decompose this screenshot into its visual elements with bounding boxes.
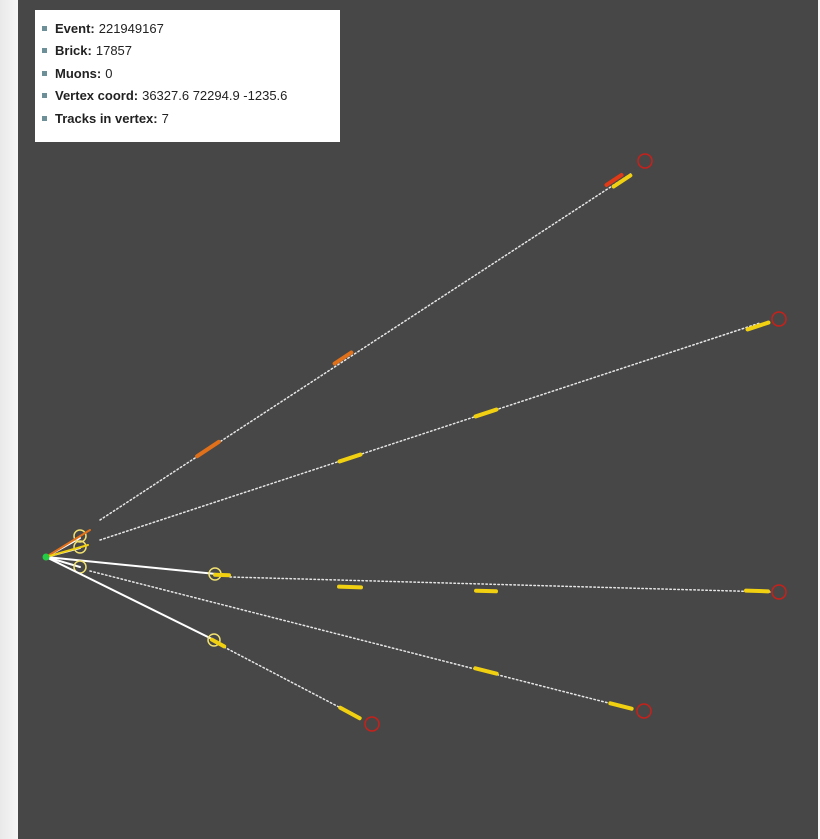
track-4-end-circle (636, 703, 652, 719)
track-5-solid (45, 556, 215, 641)
track-5-dotted (223, 646, 361, 719)
muons-value: 0 (105, 65, 113, 81)
track-4-segment (473, 666, 499, 676)
vertex-coord-value: 36327.6 72294.9 -1235.6 (142, 88, 288, 104)
event-value: 221949167 (98, 20, 164, 36)
tracks-label: Tracks in vertex: (55, 110, 158, 126)
track-3-end-circle (771, 584, 787, 600)
muons-label: Muons: (55, 65, 102, 81)
track-1-segment (611, 173, 633, 189)
track-1-segment (195, 439, 221, 459)
track-3-dotted (229, 576, 771, 593)
primary-vertex-point (42, 553, 50, 561)
track-5-segment (209, 637, 227, 649)
track-5-segment (338, 705, 362, 721)
track-4-segment (608, 701, 634, 711)
track-3-segment (744, 588, 770, 594)
info-row-tracks: Tracks in vertex: 7 (42, 107, 340, 130)
track-1-segment (604, 173, 624, 187)
bullet-icon (42, 48, 47, 54)
vertex-coord-label: Vertex coord: (55, 88, 139, 104)
track-1-segment (332, 350, 354, 366)
info-row-vertex-coord: Vertex coord: 36327.6 72294.9 -1235.6 (42, 85, 340, 108)
track-2-segment (337, 452, 363, 464)
event-label: Event: (55, 20, 95, 36)
brick-value: 17857 (95, 43, 133, 59)
info-row-brick: Brick: 17857 (42, 40, 340, 63)
bullet-icon (42, 70, 47, 76)
track-2-segment (473, 407, 499, 419)
track-1-start-circle (73, 529, 87, 543)
bullet-icon (42, 115, 47, 121)
track-1-dotted (99, 172, 633, 521)
event-info-panel: Event: 221949167 Brick: 17857 Muons: 0 V… (35, 10, 340, 142)
track-1-end-circle (637, 153, 653, 169)
track-2-start-circle (73, 540, 87, 554)
track-canvas (42, 153, 787, 732)
track-3-solid (45, 556, 217, 575)
bullet-icon (42, 93, 47, 99)
bullet-icon (42, 25, 47, 31)
track-3-segment (474, 588, 498, 594)
track-3-segment (337, 584, 363, 590)
track-4-dotted (89, 570, 633, 710)
track-5-end-circle (364, 716, 380, 732)
track-7-solid (45, 544, 89, 558)
brick-label: Brick: (55, 43, 92, 59)
info-row-event: Event: 221949167 (42, 17, 340, 40)
track-2-dotted (99, 322, 761, 541)
info-row-muons: Muons: 0 (42, 62, 340, 85)
track-2-end-circle (771, 311, 787, 327)
tracks-value: 7 (161, 110, 169, 126)
track-5-start-circle (207, 633, 221, 647)
track-2-segment (745, 320, 771, 332)
track-6-solid (45, 529, 91, 558)
